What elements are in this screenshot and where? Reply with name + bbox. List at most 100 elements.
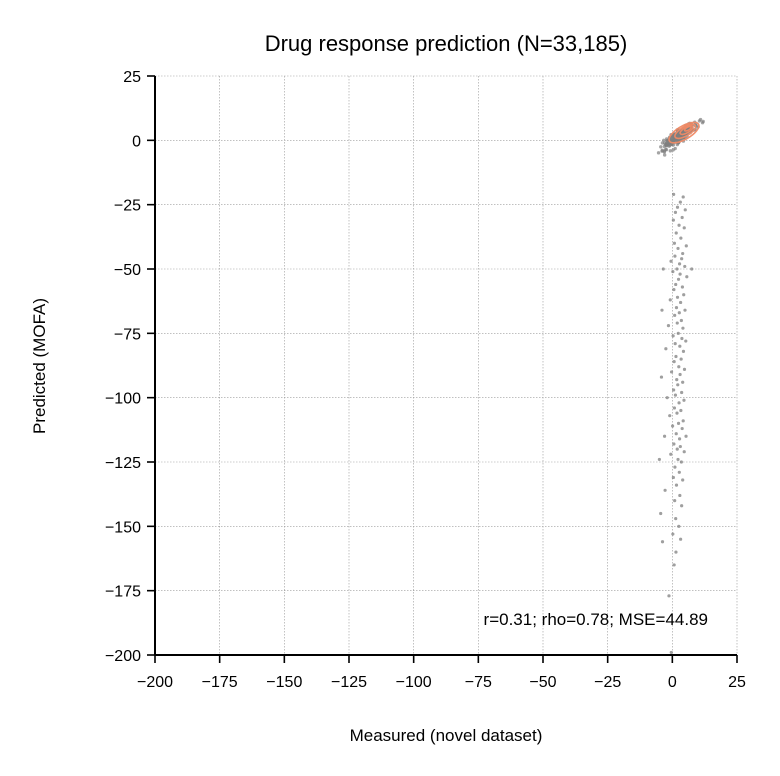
x-tick-label: −175 [202, 674, 238, 691]
data-point [673, 465, 677, 469]
data-point [664, 148, 669, 152]
data-point [665, 396, 669, 400]
data-point [683, 308, 687, 312]
data-point [672, 388, 676, 392]
data-point [660, 308, 664, 312]
data-point [660, 141, 665, 145]
data-point [662, 153, 667, 157]
grid [154, 75, 738, 656]
data-point [682, 367, 687, 371]
data-point [669, 452, 673, 456]
data-point [677, 223, 681, 227]
x-tick-label: −75 [465, 674, 492, 691]
x-tick-label: −100 [396, 674, 432, 691]
data-point [663, 488, 667, 492]
y-ticks: 25 0 −25 −50 −75 −100 −125 −150 −175 −200 [105, 69, 155, 665]
data-point [700, 120, 705, 125]
data-point [681, 478, 685, 482]
data-point [662, 434, 667, 438]
data-point [681, 251, 685, 256]
data-point [680, 390, 684, 395]
data-point [675, 205, 680, 209]
data-point [679, 300, 683, 305]
y-tick-label: −175 [105, 584, 141, 601]
x-axis-label: Measured (novel dataset) [350, 726, 543, 745]
data-point [678, 493, 682, 498]
data-point [682, 293, 686, 297]
y-tick-label: 0 [132, 133, 141, 150]
y-tick-label: 25 [123, 69, 141, 86]
data-point [677, 401, 681, 405]
data-point [672, 563, 676, 567]
data-point [674, 231, 678, 235]
data-point [674, 550, 678, 554]
data-point [676, 421, 681, 425]
data-point [670, 424, 675, 428]
data-point [679, 318, 683, 323]
data-point [675, 134, 680, 138]
data-point [671, 218, 675, 222]
data-point [681, 326, 685, 330]
density-contour [679, 124, 694, 136]
data-point [674, 354, 678, 359]
data-point [664, 142, 669, 147]
data-point [672, 406, 677, 410]
data-point [674, 483, 679, 487]
axes [154, 76, 737, 656]
data-point [656, 151, 661, 155]
data-point [667, 594, 671, 598]
y-tick-label: −25 [114, 198, 141, 215]
data-point [673, 254, 677, 258]
data-point [684, 339, 688, 343]
x-tick-label: −200 [137, 674, 173, 691]
data-point [677, 470, 681, 474]
data-point [698, 117, 703, 122]
density-contour [683, 125, 692, 132]
data-point [664, 347, 668, 351]
data-point [673, 210, 678, 214]
data-point [684, 434, 688, 438]
data-point [680, 336, 684, 341]
data-point [678, 344, 682, 348]
data-point [673, 393, 678, 397]
data-point [673, 313, 677, 317]
data-point [681, 349, 686, 353]
data-point [674, 282, 678, 287]
data-points [656, 117, 705, 655]
x-tick-label: −25 [594, 674, 621, 691]
data-point [680, 426, 684, 431]
y-tick-label: −75 [114, 326, 141, 343]
data-point [681, 380, 685, 384]
data-point [676, 277, 681, 281]
data-point [677, 524, 681, 528]
data-point [674, 306, 679, 310]
data-point [672, 192, 676, 196]
density-contour [674, 123, 697, 140]
data-point [678, 200, 682, 204]
data-point [678, 272, 682, 276]
data-point [672, 442, 676, 446]
data-point [682, 398, 686, 402]
data-point [671, 334, 675, 338]
data-point [690, 267, 694, 271]
data-point [682, 450, 686, 454]
data-point [680, 285, 685, 289]
data-point [660, 540, 665, 544]
stats-annotation: r=0.31; rho=0.78; MSE=44.89 [484, 610, 708, 629]
data-point [676, 246, 680, 251]
data-point [672, 241, 677, 245]
x-tick-label: 25 [728, 674, 746, 691]
y-tick-label: −100 [105, 391, 141, 408]
data-point [668, 149, 673, 153]
x-tick-label: 0 [668, 674, 677, 691]
data-point [673, 342, 677, 346]
data-point [668, 414, 672, 418]
data-point [679, 357, 683, 361]
density-contour [668, 121, 700, 144]
data-point [669, 650, 673, 655]
data-point [668, 143, 672, 147]
x-ticks: −200 −175 −150 −125 −100 −75 −50 −25 0 25 [137, 655, 746, 691]
x-tick-label: −50 [529, 674, 556, 691]
data-point [675, 142, 680, 147]
data-point [675, 447, 679, 451]
